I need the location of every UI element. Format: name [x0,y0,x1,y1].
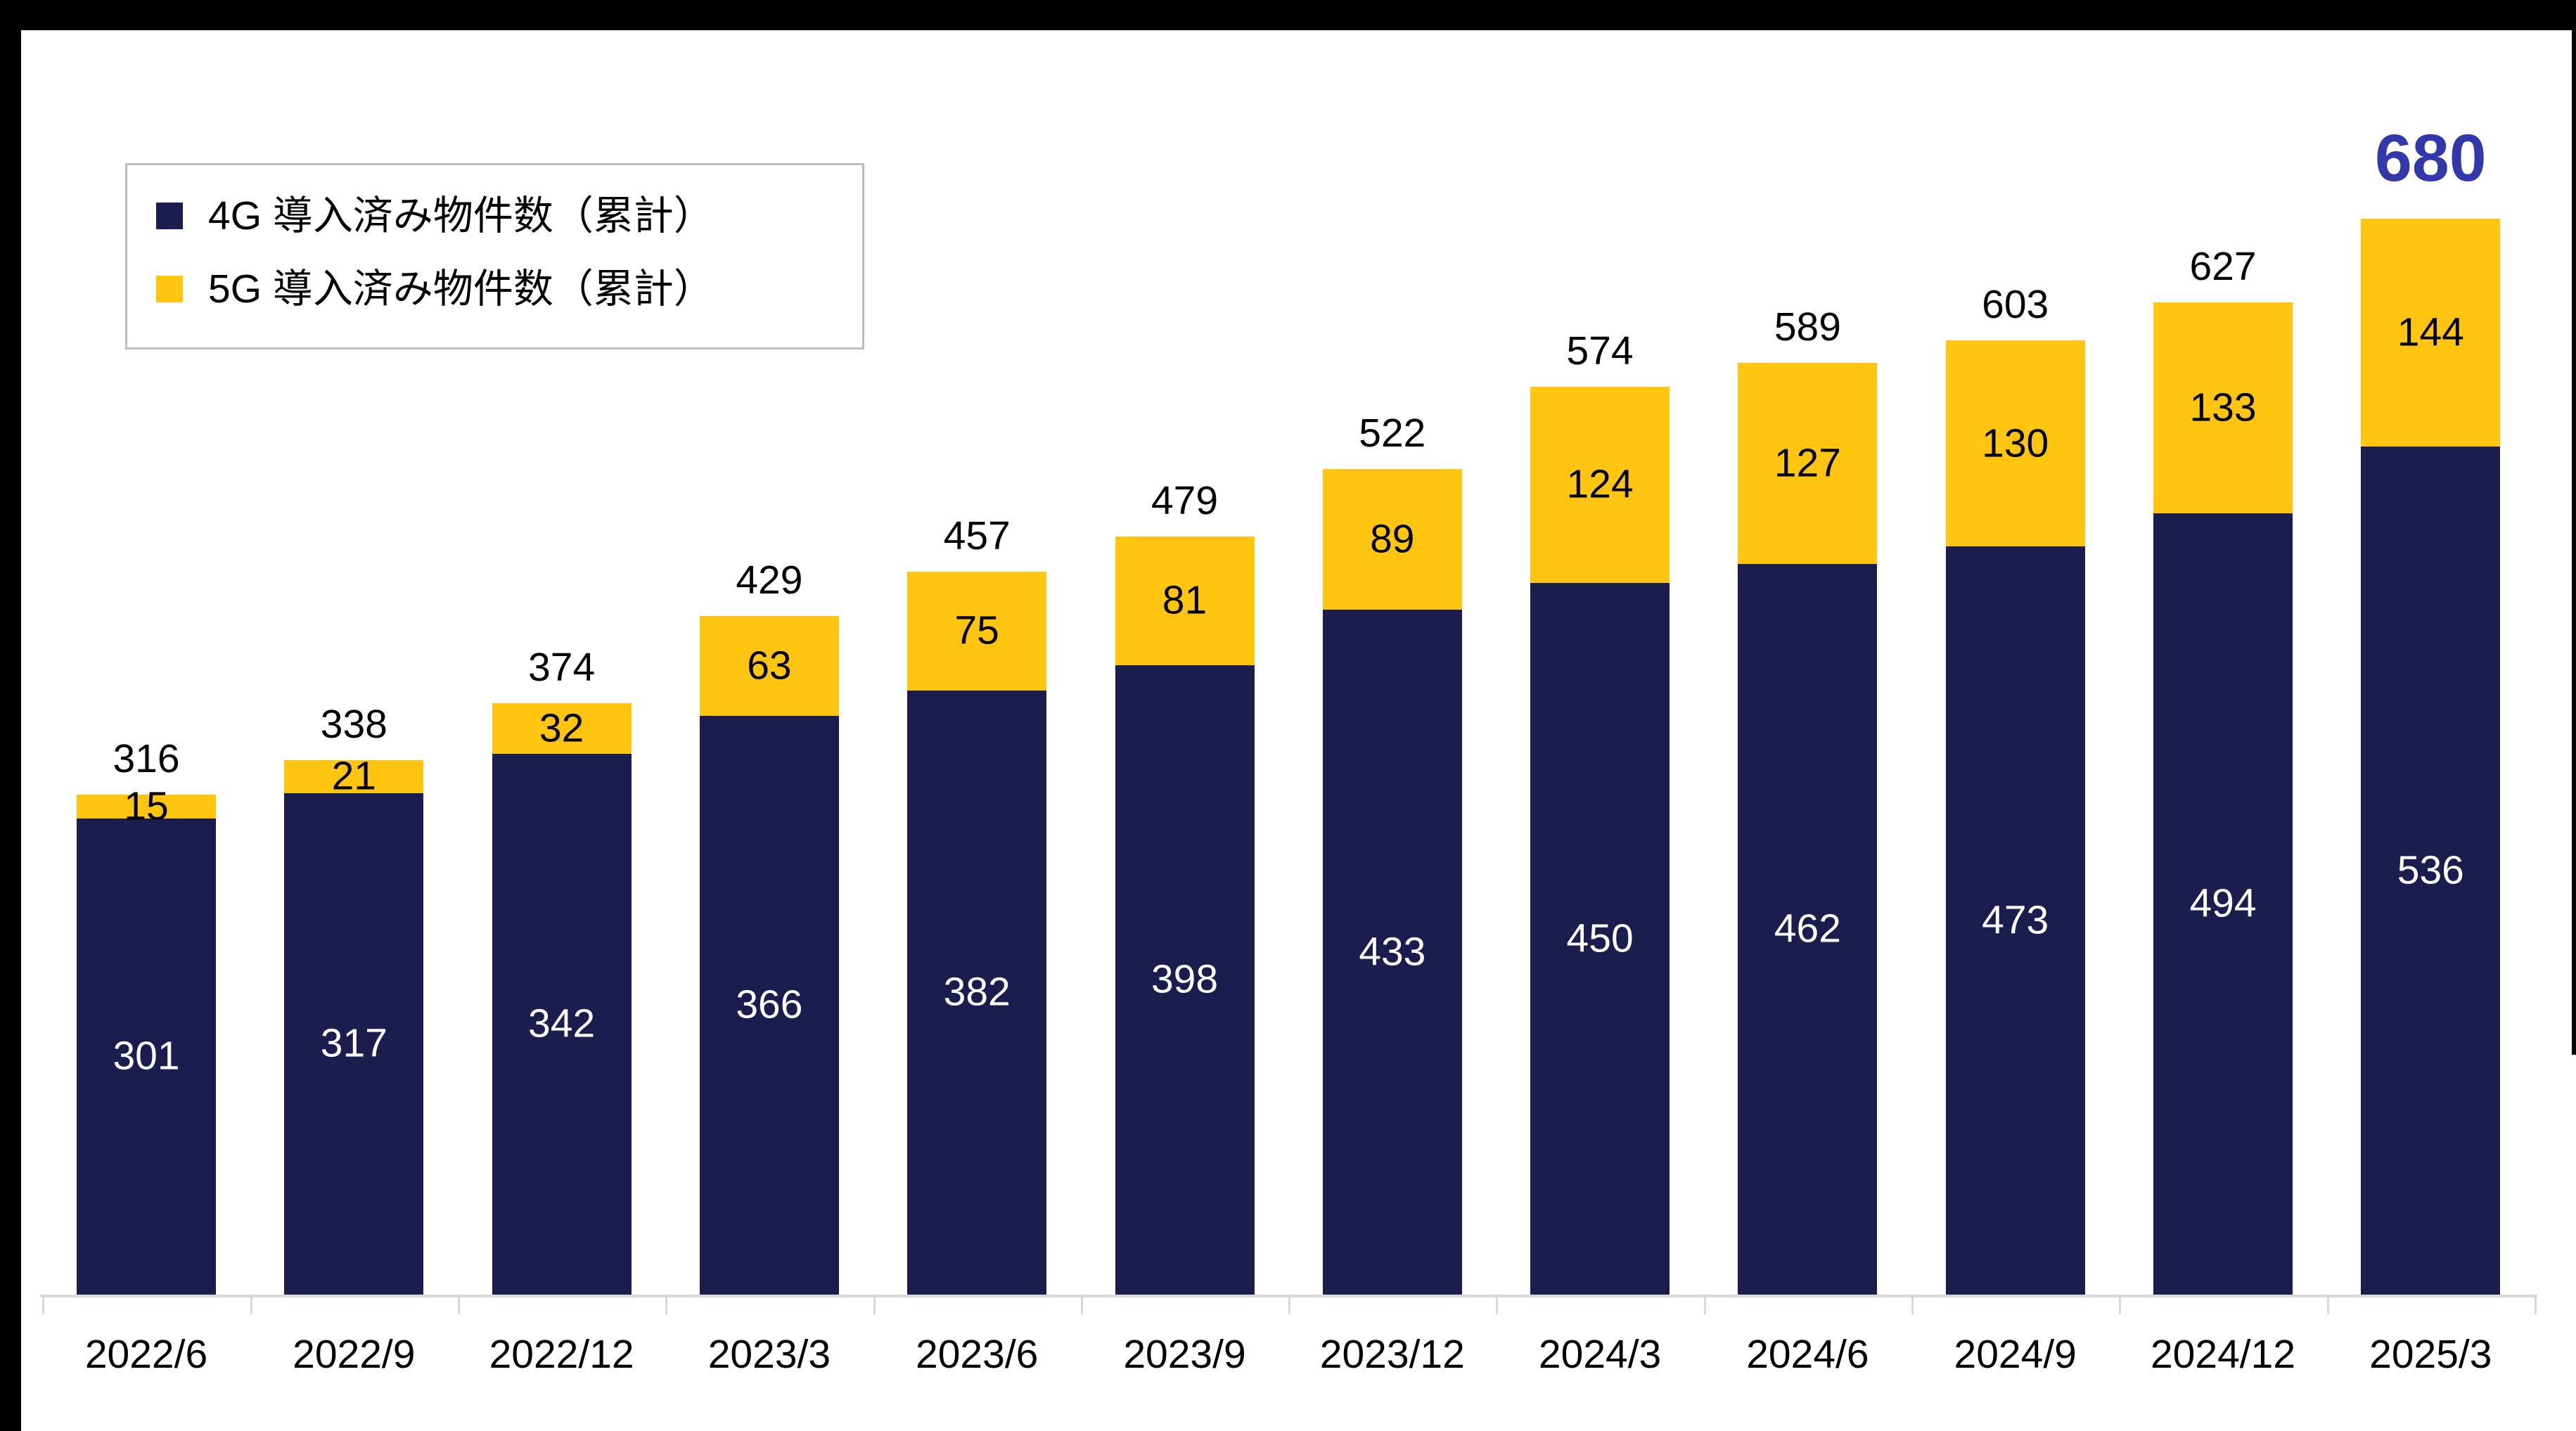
bar-total: 603 [1982,282,2049,328]
bar-value-5g: 63 [747,643,792,688]
bar-segment-5g [492,702,632,754]
bar-total: 589 [1774,304,1841,349]
bar-segment-5g [1738,362,1878,564]
window-edge-top [0,0,2576,30]
bar-segment-4g [699,715,839,1295]
x-axis-label: 2024/9 [1954,1332,2077,1377]
legend: 4G 導入済み物件数（累計） 5G 導入済み物件数（累計） [125,163,864,349]
bar-segment-4g [1738,563,1878,1295]
bar-value-5g: 32 [539,705,584,750]
x-axis-label: 2024/12 [2150,1332,2296,1377]
bar-total: 338 [320,701,387,747]
bar-total-highlight: 680 [2375,121,2487,195]
bar-total: 316 [113,736,180,781]
bar-segment-5g [699,615,839,716]
x-axis-tick [665,1295,668,1314]
x-axis-tick [42,1295,45,1314]
bar-segment-5g [77,795,216,819]
bar-value-4g: 342 [528,1001,596,1046]
x-axis-label: 2024/3 [1538,1332,1662,1377]
legend-swatch-5g-icon [156,276,183,302]
bar-value-5g: 133 [2189,385,2257,430]
window-edge-right [2572,0,2576,1055]
bar-total: 374 [528,644,596,690]
x-axis-tick [1080,1295,1083,1314]
bar-value-4g: 382 [943,969,1011,1015]
x-axis-label: 2022/9 [293,1332,416,1377]
x-axis-tick [1911,1295,1914,1314]
bar-total: 574 [1566,328,1634,373]
bar-value-4g: 398 [1151,956,1219,1002]
bar-value-5g: 89 [1370,516,1415,562]
bar-value-5g: 130 [1982,421,2049,466]
bar-segment-4g [1115,665,1255,1295]
x-axis-label: 2023/9 [1123,1332,1246,1377]
bar-value-5g: 21 [331,753,376,799]
bar-segment-4g [1945,546,2085,1295]
bar-segment-5g [1115,537,1255,665]
bar-segment-5g [1945,340,2085,546]
bar-value-4g: 494 [2189,880,2257,926]
x-axis-tick [2534,1295,2537,1314]
x-axis-tick [873,1295,876,1314]
bar-total: 457 [943,513,1011,558]
x-axis-label: 2023/12 [1319,1332,1465,1377]
bar-segment-5g [284,759,424,793]
bar-segment-5g [1322,468,1462,610]
bar-segment-4g [2153,513,2293,1295]
bar-value-5g: 127 [1774,440,1841,486]
bar-value-4g: 473 [1982,897,2049,943]
bar-segment-4g [492,753,632,1295]
legend-item-4g: 4G 導入済み物件数（累計） [156,179,862,252]
bar-value-5g: 144 [2397,309,2464,355]
bar-total: 429 [736,557,803,603]
legend-label-4g: 4G 導入済み物件数（累計） [208,193,714,238]
bar-segment-4g [284,792,424,1295]
x-axis-label: 2023/3 [707,1332,831,1377]
bar-segment-5g [1530,386,1670,583]
bar-segment-4g [1530,582,1670,1295]
bar-segment-5g [907,571,1047,691]
bar-value-4g: 450 [1566,916,1634,961]
x-axis-tick [2326,1295,2329,1314]
bar-value-5g: 124 [1566,461,1634,507]
bar-total: 627 [2189,244,2257,290]
bar-value-5g: 75 [954,608,999,653]
bar-segment-5g [2361,219,2501,447]
x-axis-tick [2119,1295,2122,1314]
bar-value-4g: 433 [1359,929,1426,975]
legend-label-5g: 5G 導入済み物件数（累計） [208,266,714,312]
x-axis-label: 2023/6 [916,1332,1039,1377]
legend-swatch-4g-icon [156,203,183,229]
x-axis-label: 2025/3 [2369,1332,2492,1377]
bar-total: 522 [1359,410,1426,456]
x-axis-tick [250,1295,252,1314]
x-axis-label: 2022/6 [84,1332,208,1377]
bar-value-4g: 462 [1774,906,1841,951]
x-axis-label: 2024/6 [1746,1332,1869,1377]
bar-segment-4g [1322,609,1462,1295]
bar-value-4g: 536 [2397,847,2464,893]
x-axis-label: 2022/12 [489,1332,634,1377]
bar-segment-4g [2361,447,2501,1295]
bar-value-4g: 301 [113,1033,180,1079]
window-edge-left [0,0,21,1431]
x-axis-tick [1703,1295,1706,1314]
bar-value-4g: 317 [320,1020,387,1066]
bar-segment-4g [907,690,1047,1295]
x-axis-tick [1496,1295,1499,1314]
bar-segment-4g [77,818,216,1295]
bar-total: 479 [1151,478,1219,524]
bar-value-5g: 81 [1162,577,1207,623]
bar-segment-5g [2153,302,2293,513]
legend-item-5g: 5G 導入済み物件数（累計） [156,252,862,326]
bar-value-4g: 366 [736,982,803,1027]
bar-value-5g: 15 [124,783,169,829]
x-axis-tick [457,1295,460,1314]
x-axis-tick [1288,1295,1291,1314]
